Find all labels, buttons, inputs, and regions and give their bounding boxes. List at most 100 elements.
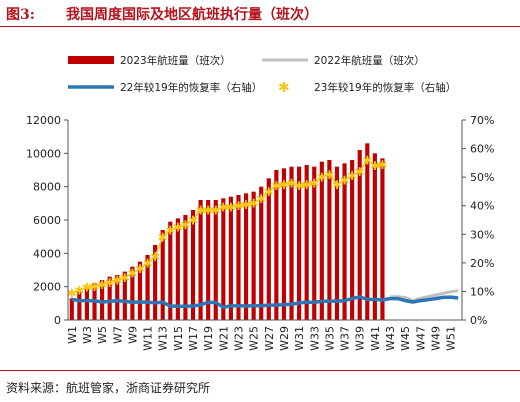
marker-23vs19: ✱: [188, 214, 198, 228]
x-tick-label: W33: [308, 326, 321, 351]
bar-2023: [304, 165, 309, 320]
left-tick-label: 8000: [33, 181, 61, 194]
bar-2023: [319, 161, 324, 320]
right-tick-label: 40%: [470, 200, 494, 213]
marker-23vs19: ✱: [173, 221, 183, 235]
marker-23vs19: ✱: [74, 284, 84, 298]
marker-23vs19: ✱: [143, 256, 153, 270]
marker-23vs19: ✱: [165, 224, 175, 238]
x-tick-label: W41: [369, 326, 382, 351]
marker-23vs19: ✱: [302, 178, 312, 192]
bar-2023: [122, 271, 127, 320]
bar-2023: [190, 210, 196, 320]
left-tick-label: 6000: [33, 214, 61, 227]
marker-23vs19: ✱: [362, 154, 372, 168]
bar-2023: [175, 218, 180, 320]
x-tick-label: W11: [142, 326, 155, 351]
bar-2023: [198, 200, 203, 320]
x-tick-label: W5: [96, 326, 109, 344]
bar-2023: [334, 166, 340, 320]
marker-23vs19: ✱: [264, 185, 274, 199]
bar-2023: [281, 168, 287, 320]
legend-label: 2023年航班量（班次）: [120, 54, 231, 67]
marker-23vs19: ✱: [120, 271, 130, 285]
x-tick-label: W35: [323, 326, 336, 351]
left-tick-label: 12000: [26, 114, 61, 127]
bar-2023: [213, 200, 218, 320]
x-tick-label: W3: [81, 326, 94, 344]
bar-2023: [365, 143, 370, 320]
bar-2023: [380, 158, 385, 320]
bar-2023: [77, 290, 82, 320]
title-divider: [0, 26, 520, 27]
marker-23vs19: ✱: [241, 198, 251, 212]
right-tick-label: 50%: [470, 171, 494, 184]
bar-2023: [115, 275, 120, 320]
source-note: 资料来源：航班管家，浙商证券研究所: [6, 381, 211, 395]
x-tick-label: W7: [111, 326, 124, 344]
bar-2023: [251, 191, 256, 320]
left-tick-label: 4000: [33, 247, 61, 260]
marker-23vs19: ✱: [89, 280, 99, 294]
bar-2023: [183, 215, 188, 320]
marker-23vs19: ✱: [294, 179, 304, 193]
bar-2023: [297, 166, 302, 320]
bar-2023: [259, 186, 264, 320]
right-tick-label: 30%: [470, 228, 494, 241]
x-tick-label: W13: [157, 326, 170, 351]
right-tick-label: 60%: [470, 143, 494, 156]
bar-2023: [236, 195, 241, 320]
marker-23vs19: ✱: [135, 262, 145, 276]
right-tick-label: 70%: [470, 114, 494, 127]
bar-2023: [312, 166, 317, 320]
marker-23vs19: ✱: [340, 174, 350, 188]
x-tick-label: W43: [384, 326, 397, 351]
x-tick-label: W37: [339, 326, 352, 351]
marker-23vs19: ✱: [317, 171, 327, 185]
marker-23vs19: ✱: [82, 281, 92, 295]
x-tick-label: W51: [445, 326, 458, 351]
bar-2023: [100, 280, 105, 320]
bar-2023: [160, 230, 165, 320]
marker-23vs19: ✱: [271, 179, 281, 193]
marker-23vs19: ✱: [249, 196, 259, 210]
marker-23vs19: ✱: [105, 276, 115, 290]
x-tick-label: W45: [399, 326, 412, 351]
line-2022: [390, 289, 459, 303]
bar-2023: [327, 160, 332, 320]
bar-2023: [168, 221, 173, 320]
marker-23vs19: ✱: [158, 231, 168, 245]
marker-23vs19: ✱: [180, 218, 190, 232]
legend-swatch-bar-2023: [68, 56, 114, 64]
bar-2023: [145, 255, 150, 320]
line-23vs19: [71, 158, 383, 294]
marker-23vs19: ✱: [97, 278, 107, 292]
right-tick-label: 0%: [470, 314, 487, 327]
marker-23vs19: ✱: [112, 274, 122, 288]
bar-2023: [107, 276, 112, 320]
x-tick-label: W21: [217, 326, 230, 351]
chart: 2023年航班量（班次） 2022年航班量（班次） 22年较19年的恢复率（右轴） ✱…: [26, 54, 494, 351]
x-tick-label: W25: [248, 326, 261, 351]
x-tick-label: W1: [66, 326, 79, 344]
figure-title: 我国周度国际及地区航班执行量（班次）: [66, 7, 318, 23]
marker-23vs19: ✱: [355, 165, 365, 179]
legend-label: 22年较19年的恢复率（右轴）: [120, 81, 262, 94]
x-tick-label: W9: [126, 326, 139, 344]
left-tick-label: 10000: [26, 147, 61, 160]
x-tick-label: W15: [172, 326, 185, 351]
bar-2023: [130, 266, 135, 320]
bar-2023: [372, 153, 377, 320]
bar-2023: [69, 298, 74, 320]
x-tick-label: W19: [202, 326, 215, 351]
legend-swatch-marker-23vs19: ✱: [278, 80, 290, 96]
marker-23vs19: ✱: [67, 286, 77, 300]
x-tick-label: W49: [429, 326, 442, 351]
marker-23vs19: ✱: [332, 178, 342, 192]
marker-23vs19: ✱: [286, 176, 296, 190]
left-tick-label: 2000: [33, 281, 61, 294]
marker-23vs19: ✱: [203, 204, 213, 218]
bar-2023: [153, 245, 158, 320]
bar-2023: [350, 160, 355, 320]
marker-23vs19: ✱: [211, 204, 221, 218]
